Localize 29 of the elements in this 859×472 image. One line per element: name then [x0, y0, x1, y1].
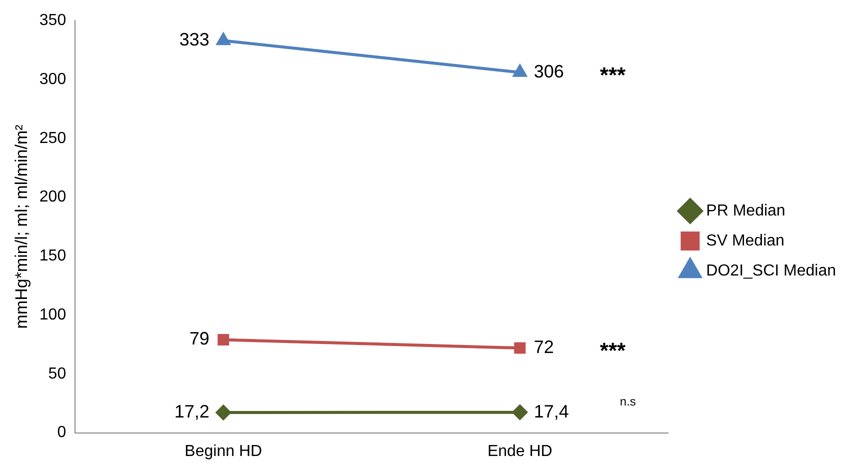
y-tick-label: 250: [39, 130, 66, 147]
point: [512, 404, 528, 420]
point: [514, 342, 526, 354]
data-label: 17,4: [534, 401, 569, 422]
legend-label: SV Median: [706, 232, 784, 250]
y-tick-label: 300: [39, 70, 66, 88]
x-tick-label: Beginn HD: [184, 442, 262, 460]
y-tick-label: 200: [39, 188, 66, 206]
y-tick-label: 100: [39, 306, 66, 324]
data-label: 79: [189, 328, 210, 349]
annotation: ***: [600, 338, 626, 364]
y-tick-label: 0: [57, 424, 66, 442]
y-axis-title: mmHg*min/l; ml; ml/min/m²: [12, 124, 31, 329]
point: [513, 64, 527, 77]
data-label: 333: [179, 30, 210, 50]
y-tick-label: 150: [39, 248, 66, 265]
legend-label: DO2I_SCI Median: [706, 262, 836, 280]
data-label: 72: [534, 336, 554, 357]
point: [216, 405, 231, 420]
y-tick-label: 350: [39, 12, 66, 30]
data-label: 17,2: [174, 402, 210, 422]
annotation: n.s: [620, 394, 636, 409]
point: [218, 334, 230, 346]
annotation: ***: [600, 62, 626, 88]
point: [216, 33, 230, 46]
data-label: 306: [534, 61, 564, 82]
legend-label: PR Median: [706, 202, 786, 220]
y-tick-label: 50: [48, 365, 66, 382]
x-tick-label: Ende HD: [487, 442, 552, 460]
